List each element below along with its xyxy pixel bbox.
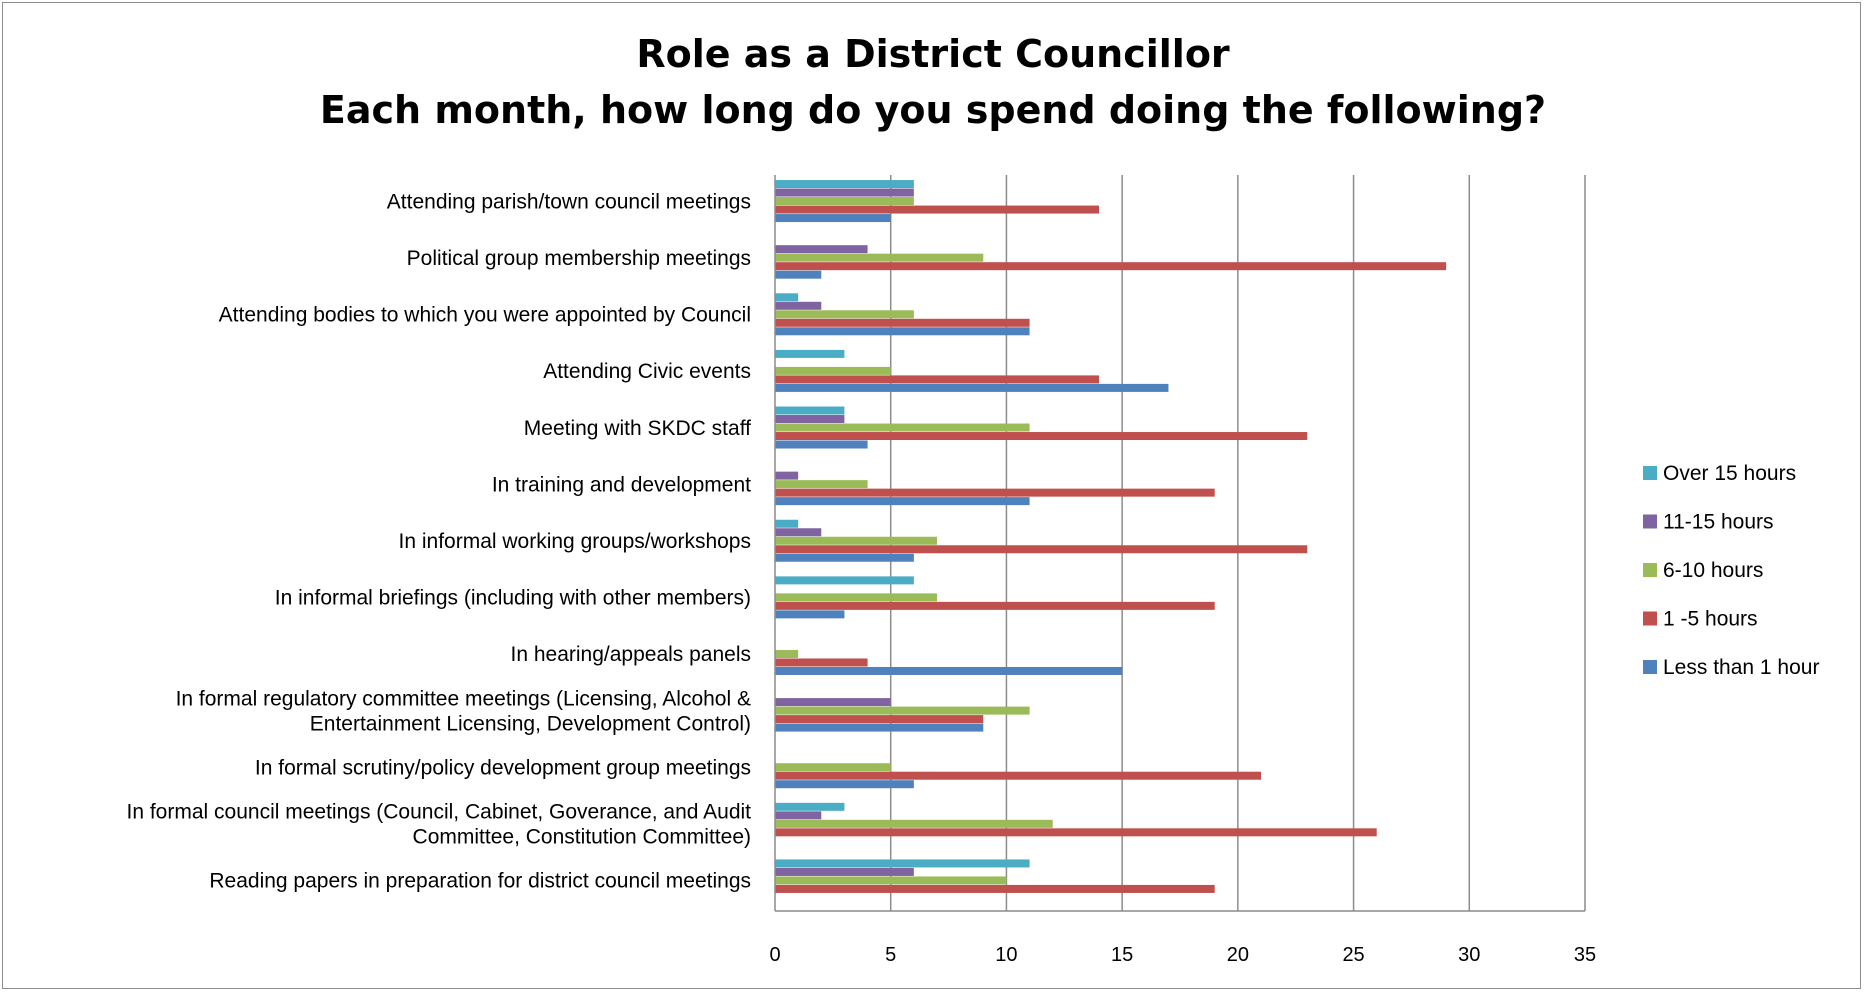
bar <box>775 780 914 789</box>
category-label: In informal briefings (including with ot… <box>275 587 751 610</box>
bar <box>775 519 799 528</box>
category-label: In training and development <box>492 473 751 496</box>
bar <box>775 253 984 262</box>
bar <box>775 649 799 658</box>
bar <box>775 763 891 772</box>
category-label: In hearing/appeals panels <box>510 643 751 666</box>
category-label: In formal scrutiny/policy development gr… <box>255 756 751 779</box>
legend-swatch <box>1643 514 1657 529</box>
category-label: In informal working groups/workshops <box>399 530 752 553</box>
legend-swatch <box>1643 611 1657 626</box>
bar <box>775 497 1030 506</box>
bar <box>775 610 845 619</box>
category-label: Political group membership meetings <box>407 247 751 270</box>
chart-title: Role as a District Councillor Each month… <box>0 26 1866 138</box>
category-label: Attending bodies to which you were appoi… <box>219 304 751 327</box>
bar <box>775 310 914 319</box>
category-label: In formal council meetings (Council, Cab… <box>127 801 752 824</box>
chart-title-line-2: Each month, how long do you spend doing … <box>319 88 1547 132</box>
category-label: Entertainment Licensing, Development Con… <box>310 712 751 735</box>
bar <box>775 301 822 310</box>
bar <box>775 859 1030 868</box>
bar <box>775 375 1099 384</box>
legend-label: Over 15 hours <box>1663 462 1796 485</box>
x-tick-labels: 0 5 10 15 20 25 30 35 <box>769 944 1596 966</box>
bar <box>775 553 914 562</box>
category-label: Attending Civic events <box>543 360 751 383</box>
legend-label: 6-10 hours <box>1663 559 1763 582</box>
bar <box>775 811 822 820</box>
bar <box>775 270 822 279</box>
legend-label: Less than 1 hour <box>1663 656 1819 679</box>
bar <box>775 593 937 602</box>
bar <box>775 262 1447 271</box>
legend-swatch <box>1643 563 1657 577</box>
category-label: Committee, Constitution Committee) <box>413 826 751 849</box>
bar <box>775 715 984 724</box>
bar <box>775 440 868 449</box>
bar <box>775 188 914 197</box>
bar <box>775 318 1030 327</box>
bar <box>775 205 1099 214</box>
x-tick-label: 30 <box>1458 944 1480 966</box>
bar <box>775 658 868 667</box>
bar <box>775 245 868 254</box>
bar <box>775 432 1308 441</box>
category-label: Reading papers in preparation for distri… <box>209 870 751 893</box>
bar <box>775 528 822 537</box>
bar <box>775 214 891 223</box>
x-tick-label: 15 <box>1111 944 1133 966</box>
x-tick-label: 5 <box>885 944 896 966</box>
bar <box>775 576 914 585</box>
bar <box>775 802 845 811</box>
chart-title-line-1: Role as a District Councillor <box>636 32 1230 76</box>
bar <box>775 666 1123 675</box>
x-tick-label: 0 <box>769 944 780 966</box>
category-labels: Attending parish/town council meetings Po… <box>127 190 752 892</box>
bar <box>775 819 1053 828</box>
axes <box>774 175 1585 912</box>
legend-label: 11-15 hours <box>1663 511 1774 534</box>
bar <box>775 488 1215 497</box>
bar <box>775 723 984 732</box>
bar <box>775 471 799 480</box>
bar <box>775 197 914 206</box>
bar <box>775 349 845 358</box>
bar <box>775 545 1308 554</box>
bar <box>775 423 1030 432</box>
bar <box>775 706 1030 715</box>
bar <box>775 884 1215 893</box>
bar <box>775 828 1377 837</box>
gridlines <box>889 175 1586 911</box>
x-tick-label: 25 <box>1342 944 1364 966</box>
bar <box>775 536 937 545</box>
bar <box>775 327 1030 336</box>
category-label: Attending parish/town council meetings <box>387 190 751 213</box>
x-tick-label: 10 <box>995 944 1017 966</box>
bar <box>775 867 914 876</box>
bar <box>775 383 1169 392</box>
category-label: Meeting with SKDC staff <box>524 417 751 440</box>
bar <box>775 406 845 415</box>
bar <box>775 698 891 707</box>
legend-swatch <box>1643 660 1657 674</box>
legend-swatch <box>1643 466 1657 480</box>
legend: Over 15 hours 11-15 hours 6-10 hours 1 -5 h… <box>1643 462 1819 679</box>
bar <box>775 771 1261 780</box>
bar <box>775 180 914 189</box>
legend-label: 1 -5 hours <box>1663 608 1758 631</box>
bar <box>775 601 1215 610</box>
x-tick-label: 20 <box>1227 944 1249 966</box>
bar <box>775 480 868 489</box>
bar <box>775 876 1007 885</box>
category-label: In formal regulatory committee meetings … <box>176 687 751 710</box>
bar <box>775 415 845 424</box>
x-tick-label: 35 <box>1574 944 1596 966</box>
bar <box>775 293 799 302</box>
bars <box>775 180 1447 893</box>
bar <box>775 366 891 375</box>
